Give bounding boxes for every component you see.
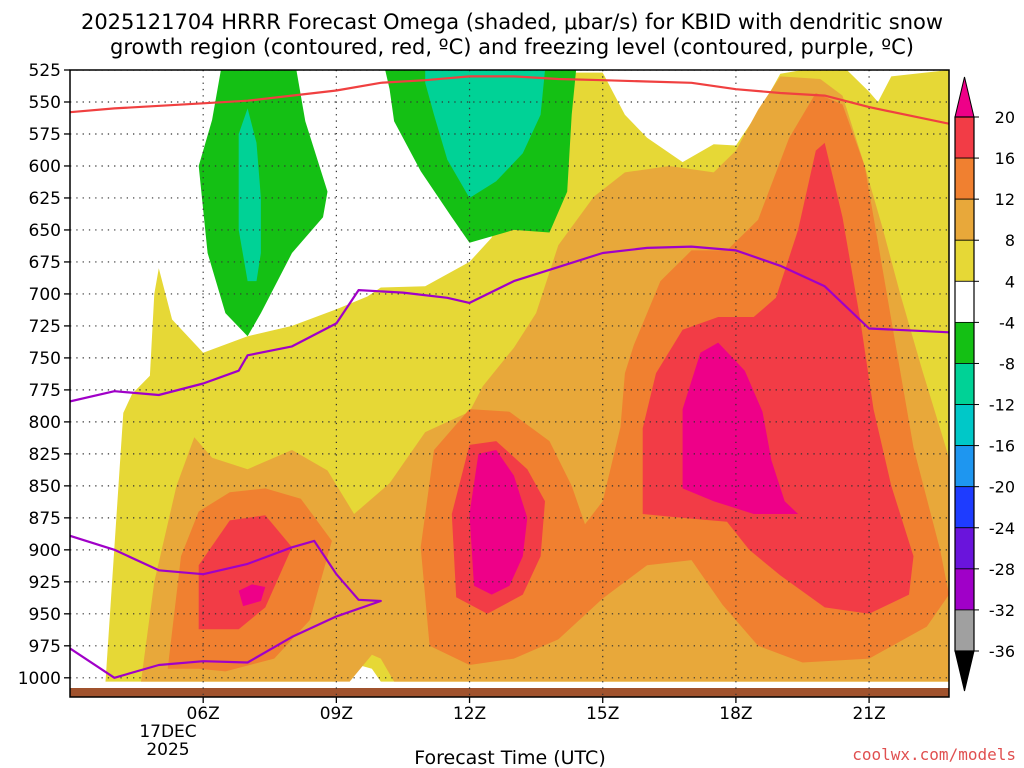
colorbar-swatch-4 — [954, 280, 975, 323]
y-tick-label-550: 550 — [29, 93, 61, 113]
y-tick-label-850: 850 — [29, 477, 61, 497]
y-tick-label-825: 825 — [29, 445, 61, 465]
shaded-region-12 — [238, 108, 261, 282]
y-tick-label-625: 625 — [29, 189, 61, 209]
y-tick-label-650: 650 — [29, 221, 61, 241]
colorbar-label-12: -32 — [989, 601, 1015, 620]
omega-shading-layer — [105, 70, 949, 682]
x-axis-title: Forecast Time (UTC) — [414, 747, 605, 768]
y-tick-label-700: 700 — [29, 285, 61, 305]
colorbar-label-10: -24 — [989, 519, 1015, 538]
y-tick-label-775: 775 — [29, 381, 61, 401]
y-tick-label-925: 925 — [29, 573, 61, 593]
y-tick-label-525: 525 — [29, 61, 61, 81]
colorbar-swatch-top — [954, 76, 975, 118]
colorbar-swatch-8 — [954, 445, 975, 488]
y-axis: 525 550 575 600 625 650 675 700 725 750 775 800 825 8… — [18, 61, 70, 689]
colorbar-label-4: 4 — [1005, 272, 1015, 291]
x-tick-label-18Z: 18Z — [719, 704, 752, 724]
chart-title-line2: growth region (contoured, red, ºC) and f… — [110, 35, 914, 59]
y-tick-label-575: 575 — [29, 125, 61, 145]
x-tick-label-09Z: 09Z — [320, 704, 353, 724]
colorbar-swatch-0 — [954, 116, 975, 159]
y-tick-label-600: 600 — [29, 157, 61, 177]
x-tick-label-15Z: 15Z — [586, 704, 619, 724]
credit-text[interactable]: coolwx.com/models — [852, 745, 1016, 764]
colorbar-label-1: 16 — [995, 149, 1015, 168]
colorbar-label-8: -16 — [989, 437, 1015, 456]
colorbar-swatch-3 — [954, 239, 975, 282]
shaded-region-9 — [682, 342, 799, 514]
x-tick-label-12Z: 12Z — [453, 704, 486, 724]
y-tick-label-875: 875 — [29, 509, 61, 529]
y-tick-label-900: 900 — [29, 541, 61, 561]
colorbar: 20 16 12 8 4 -4 -8 -12 -16 -20 -24 -28 -32 -36 — [954, 76, 1015, 692]
x-tick-label-21Z: 21Z — [852, 704, 885, 724]
contour-line-1 — [70, 245, 949, 403]
contour-line-0 — [70, 75, 949, 125]
date-label-line2: 2025 — [146, 740, 189, 760]
colorbar-swatch-6 — [954, 363, 975, 405]
colorbar-label-13: -36 — [989, 642, 1015, 661]
contour-lines — [70, 75, 949, 679]
colorbar-label-11: -28 — [989, 560, 1015, 579]
y-tick-label-1000: 1000 — [18, 669, 61, 689]
terrain-strip — [70, 688, 949, 697]
colorbar-label-0: 20 — [995, 108, 1015, 127]
colorbar-swatch-bottom — [954, 650, 975, 692]
x-axis: 06Z 09Z 12Z 15Z 18Z 21Z — [187, 697, 886, 724]
y-tick-label-750: 750 — [29, 349, 61, 369]
colorbar-frame — [954, 116, 975, 652]
colorbar-swatch-9 — [954, 486, 975, 529]
colorbar-label-7: -12 — [989, 396, 1015, 415]
shaded-region-8 — [469, 450, 528, 595]
colorbar-swatch-10 — [954, 527, 975, 570]
y-tick-label-800: 800 — [29, 413, 61, 433]
colorbar-swatch-5 — [954, 321, 975, 364]
x-tick-label-06Z: 06Z — [187, 704, 220, 724]
colorbar-label-2: 12 — [995, 190, 1015, 209]
colorbar-swatch-7 — [954, 404, 975, 447]
colorbar-swatch-2 — [954, 198, 975, 241]
plot-frame — [69, 69, 950, 698]
colorbar-label-6: -8 — [999, 354, 1015, 373]
colorbar-label-3: 8 — [1005, 231, 1015, 250]
date-label-line1: 17DEC — [139, 722, 196, 742]
colorbar-swatch-1 — [954, 157, 975, 200]
shaded-region-7 — [238, 584, 266, 607]
y-tick-label-675: 675 — [29, 253, 61, 273]
colorbar-label-5: -4 — [999, 313, 1015, 332]
colorbar-label-9: -20 — [989, 478, 1015, 497]
colorbar-swatch-11 — [954, 568, 975, 611]
colorbar-swatch-12 — [954, 609, 975, 652]
contour-line-2 — [70, 534, 382, 679]
y-tick-label-975: 975 — [29, 637, 61, 657]
shaded-region-4 — [198, 515, 292, 630]
chart-title-line1: 2025121704 HRRR Forecast Omega (shaded, … — [81, 10, 943, 34]
shaded-region-10 — [198, 70, 328, 337]
y-tick-label-950: 950 — [29, 605, 61, 625]
y-tick-label-725: 725 — [29, 317, 61, 337]
